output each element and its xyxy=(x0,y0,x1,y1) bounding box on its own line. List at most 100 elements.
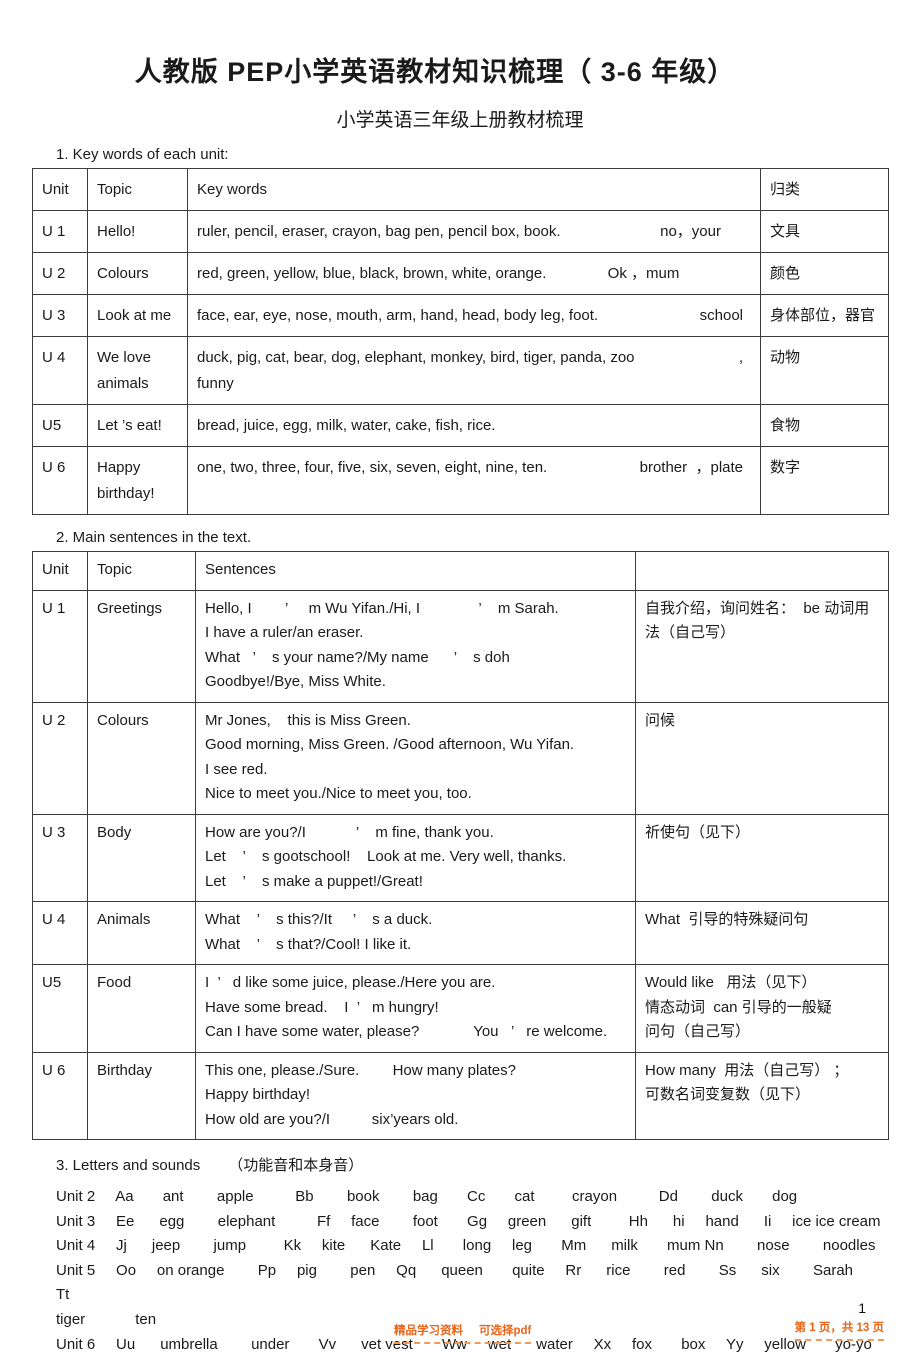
table-row: U5 Let ’s eat! bread, juice, egg, milk, … xyxy=(32,404,889,447)
topic-cell: Look at me xyxy=(87,294,188,337)
footer-watermark: 精品学习资料 可选择pdf xyxy=(394,1322,532,1344)
unit-cell: U 4 xyxy=(32,336,88,405)
letters-line-unit3: Unit 3 Ee egg elephant Ff face foot Gg g… xyxy=(56,1212,881,1230)
topic-cell: Greetings xyxy=(87,589,196,703)
keywords-extra: Ok ，mum xyxy=(607,265,721,282)
table-row: U 1 Hello! ruler, pencil, eraser, crayon… xyxy=(32,210,889,253)
keywords-text: one, two, three, four, five, six, seven,… xyxy=(197,459,548,476)
note-cell: Would like 用法（见下） 情态动词 can 引导的一般疑 问句（自己写… xyxy=(635,964,889,1053)
keywords-extra: , xyxy=(738,349,743,366)
footer-page-info: 第 1 页，共 13 页 xyxy=(794,1319,884,1341)
keywords-text: bread, juice, egg, milk, water, cake, fi… xyxy=(197,417,496,434)
header-keywords: Key words xyxy=(187,168,761,211)
keywords-text: duck, pig, cat, bear, dog, elephant, mon… xyxy=(197,349,635,366)
header-category: 归类 xyxy=(760,168,889,211)
footer-right-block: 1 第 1 页，共 13 页 xyxy=(794,1300,884,1341)
note-cell: 自我介绍，询问姓名： be 动词用法（自己写） xyxy=(635,589,889,703)
unit-cell: U 2 xyxy=(32,252,88,295)
document-title: 人教版 PEP小学英语教材知识梳理（ 3-6 年级） xyxy=(134,57,736,87)
topic-cell: Let ’s eat! xyxy=(87,404,188,447)
keywords-cell: face, ear, eye, nose, mouth, arm, hand, … xyxy=(187,294,761,337)
sentences-cell: I ’ d like some juice, please./Here you … xyxy=(195,964,636,1053)
header-topic: Topic xyxy=(87,551,196,591)
table-row: U 6 Happy birthday! one, two, three, fou… xyxy=(32,446,889,515)
letters-line-unit2: Unit 2 Aa ant apple Bb book bag Cc cat c… xyxy=(56,1188,798,1205)
topic-cell: Hello! xyxy=(87,210,188,253)
sentences-cell: How are you?/I ’ m fine, thank you. Let … xyxy=(195,813,636,902)
category-cell: 颜色 xyxy=(760,252,889,295)
unit-cell: U 1 xyxy=(32,589,88,703)
sentences-cell: This one, please./Sure. How many plates?… xyxy=(195,1051,636,1140)
section2-heading: 2. Main sentences in the text. xyxy=(56,529,252,546)
table-row: U 4 Animals What ’ s this?/It ’ s a duck… xyxy=(32,901,889,965)
section3-heading-note: （功能音和本身音） xyxy=(228,1157,364,1174)
keywords-text-line2: funny xyxy=(197,375,234,392)
table-row: U5 Food I ’ d like some juice, please./H… xyxy=(32,964,889,1053)
sentences-cell: Hello, I ’ m Wu Yifan./Hi, I ’ m Sarah. … xyxy=(195,589,636,703)
category-cell: 动物 xyxy=(760,336,889,405)
unit-cell: U 6 xyxy=(32,1051,88,1140)
note-cell: How many 用法（自己写） ； 可数名词变复数（见下） xyxy=(635,1051,889,1140)
unit-cell: U 3 xyxy=(32,294,88,337)
sentences-cell: What ’ s this?/It ’ s a duck. What ’ s t… xyxy=(195,901,636,965)
topic-cell: Body xyxy=(87,813,196,902)
keywords-cell: ruler, pencil, eraser, crayon, bag pen, … xyxy=(187,210,761,253)
header-unit: Unit xyxy=(32,168,88,211)
unit-cell: U 3 xyxy=(32,813,88,902)
topic-cell: Happy birthday! xyxy=(87,446,188,515)
table-row: U 3 Body How are you?/I ’ m fine, thank … xyxy=(32,813,889,902)
note-cell: 问候 xyxy=(635,701,889,815)
topic-cell: Birthday xyxy=(87,1051,196,1140)
section3-heading-text: 3. Letters and sounds xyxy=(56,1157,201,1174)
table-row: U 2 Colours red, green, yellow, blue, bl… xyxy=(32,252,889,295)
table-row: U 4 We love animals duck, pig, cat, bear… xyxy=(32,336,889,405)
sentences-cell: Mr Jones, this is Miss Green. Good morni… xyxy=(195,701,636,815)
keywords-extra: school xyxy=(699,307,743,324)
keywords-text: red, green, yellow, blue, black, brown, … xyxy=(197,265,547,282)
keywords-cell: one, two, three, four, five, six, seven,… xyxy=(187,446,761,515)
document-page: 人教版 PEP小学英语教材知识梳理（ 3-6 年级） 小学英语三年级上册教材梳理… xyxy=(0,50,920,1357)
topic-cell: Colours xyxy=(87,701,196,815)
keywords-text: ruler, pencil, eraser, crayon, bag pen, … xyxy=(197,223,561,240)
header-notes xyxy=(635,551,889,591)
keywords-table-header-row: Unit Topic Key words 归类 xyxy=(32,168,889,211)
unit-cell: U 6 xyxy=(32,446,88,515)
sentences-table: Unit Topic Sentences U 1 Greetings Hello… xyxy=(32,551,889,1140)
section3-heading: 3. Letters and sounds （功能音和本身音） xyxy=(56,1154,888,1175)
sentences-table-header-row: Unit Topic Sentences xyxy=(32,551,889,591)
section1-heading: 1. Key words of each unit: xyxy=(56,146,229,163)
table-row: U 6 Birthday This one, please./Sure. How… xyxy=(32,1051,889,1140)
topic-cell: Colours xyxy=(87,252,188,295)
unit-cell: U 4 xyxy=(32,901,88,965)
category-cell: 文具 xyxy=(760,210,889,253)
keywords-cell: duck, pig, cat, bear, dog, elephant, mon… xyxy=(187,336,761,405)
table-row: U 3 Look at me face, ear, eye, nose, mou… xyxy=(32,294,889,337)
document-subtitle: 小学英语三年级上册教材梳理 xyxy=(336,110,584,131)
topic-cell: Food xyxy=(87,964,196,1053)
note-cell: 祈使句（见下） xyxy=(635,813,889,902)
unit-cell: U 2 xyxy=(32,701,88,815)
keywords-cell: bread, juice, egg, milk, water, cake, fi… xyxy=(187,404,761,447)
category-cell: 数字 xyxy=(760,446,889,515)
unit-cell: U 1 xyxy=(32,210,88,253)
category-cell: 身体部位，器官 xyxy=(760,294,889,337)
header-unit: Unit xyxy=(32,551,88,591)
letters-line-unit5: Unit 5 Oo on orange Pp pig pen Qq queen … xyxy=(56,1261,887,1304)
letters-line-unit4: Unit 4 Jj jeep jump Kk kite Kate Ll long… xyxy=(56,1237,876,1255)
header-sentences: Sentences xyxy=(195,551,636,591)
note-cell: What 引导的特殊疑问句 xyxy=(635,901,889,965)
topic-cell: Animals xyxy=(87,901,196,965)
table-row: U 2 Colours Mr Jones, this is Miss Green… xyxy=(32,701,889,815)
page-number: 1 xyxy=(858,1300,866,1316)
unit-cell: U5 xyxy=(32,404,88,447)
keywords-table: Unit Topic Key words 归类 U 1 Hello! ruler… xyxy=(32,168,889,515)
topic-cell: We love animals xyxy=(87,336,188,405)
keywords-text: face, ear, eye, nose, mouth, arm, hand, … xyxy=(197,307,599,324)
table-row: U 1 Greetings Hello, I ’ m Wu Yifan./Hi,… xyxy=(32,589,889,703)
category-cell: 食物 xyxy=(760,404,889,447)
keywords-extra: no，your xyxy=(660,223,721,240)
keywords-cell: red, green, yellow, blue, black, brown, … xyxy=(187,252,761,295)
keywords-extra: brother ，plate xyxy=(639,459,743,476)
unit-cell: U5 xyxy=(32,964,88,1053)
header-topic: Topic xyxy=(87,168,188,211)
